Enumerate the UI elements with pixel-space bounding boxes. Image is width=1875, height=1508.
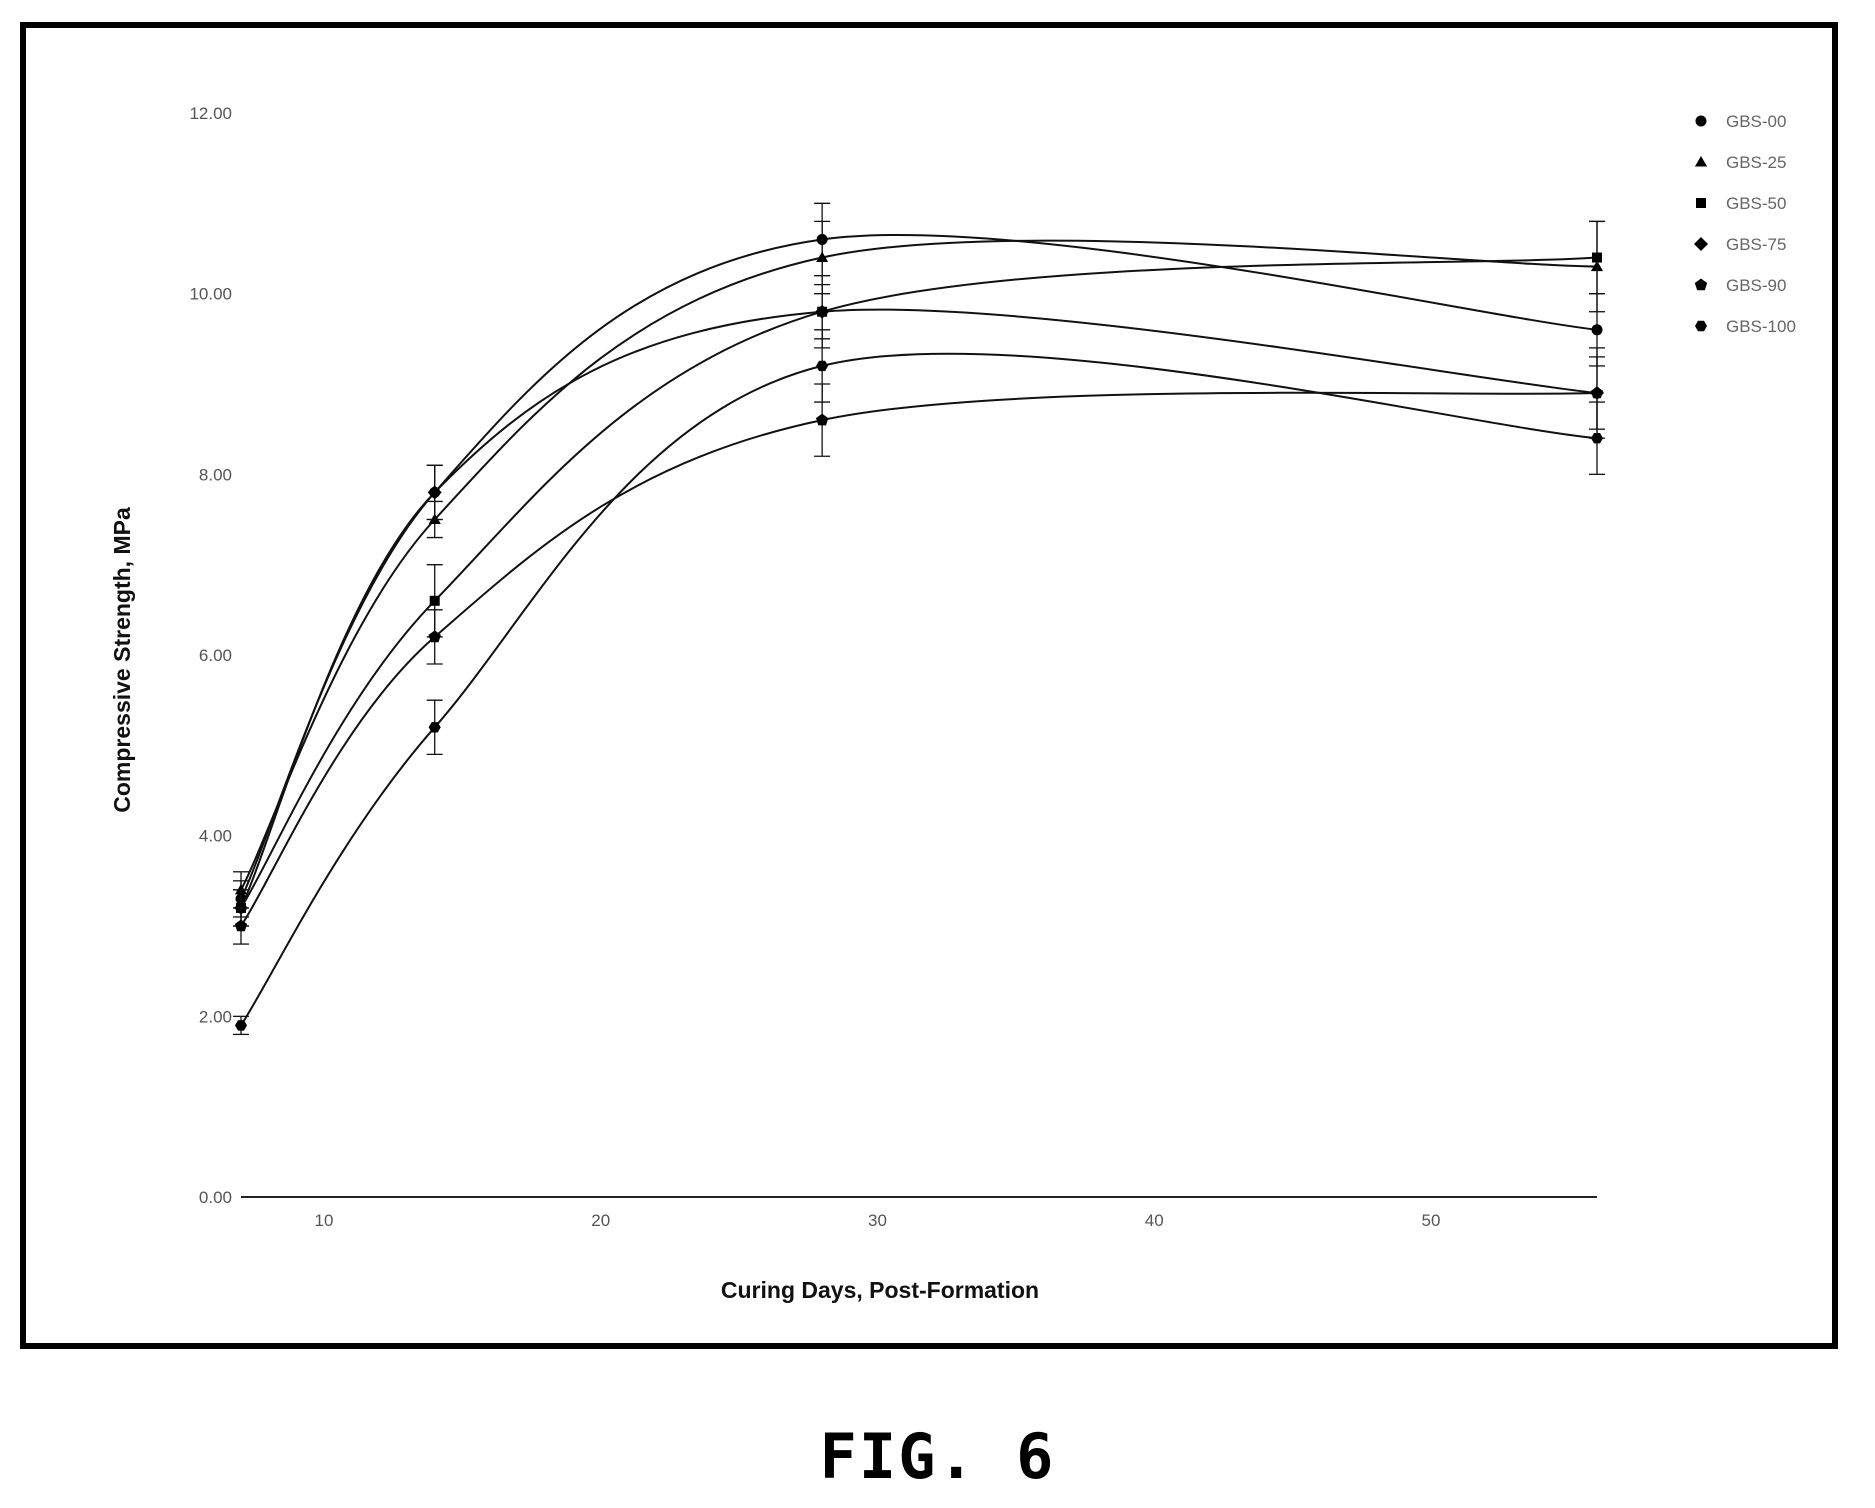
legend-label: GBS-100 — [1726, 317, 1796, 336]
y-tick-label: 8.00 — [199, 465, 232, 484]
data-point — [427, 485, 442, 500]
y-tick-label: 4.00 — [199, 827, 232, 846]
series-line — [240, 239, 1598, 891]
legend-item-gbs-75: GBS-75 — [1694, 235, 1786, 254]
series-group — [233, 202, 1605, 1036]
legend-label: GBS-75 — [1726, 235, 1786, 254]
legend-marker — [1695, 320, 1707, 332]
series-gbs-50 — [233, 220, 1605, 927]
data-point — [816, 413, 829, 426]
legend-marker — [1694, 237, 1708, 251]
legend-label: GBS-00 — [1726, 112, 1786, 131]
data-point — [234, 883, 248, 895]
legend-marker — [1694, 156, 1708, 167]
axes: 0.00 2.00 4.00 6.00 8.00 10.00 12.00 10 20 30 40 50 — [189, 104, 1597, 1230]
figure-caption: FIG. 6 — [819, 1420, 1056, 1493]
y-tick-label: 0.00 — [199, 1188, 232, 1207]
data-point — [816, 360, 829, 372]
data-point — [1591, 433, 1603, 444]
series-gbs-100 — [233, 329, 1605, 1036]
data-point — [234, 919, 248, 932]
series-line — [240, 256, 1598, 909]
data-point — [1592, 252, 1602, 263]
legend-item-gbs-00: GBS-00 — [1695, 112, 1786, 131]
legend-label: GBS-50 — [1726, 194, 1786, 213]
legend: GBS-00 GBS-25 GBS-50 GBS-75 GBS-90 GBS-100 — [1694, 112, 1796, 336]
x-tick-label: 20 — [591, 1211, 610, 1230]
legend-marker — [1695, 115, 1707, 127]
data-point — [815, 304, 830, 319]
y-tick-label: 2.00 — [199, 1007, 232, 1026]
y-tick-label: 10.00 — [189, 285, 232, 304]
legend-label: GBS-90 — [1726, 276, 1786, 295]
data-point — [816, 251, 829, 262]
y-tick-label: 6.00 — [199, 646, 232, 665]
legend-item-gbs-25: GBS-25 — [1694, 153, 1786, 172]
data-point — [428, 722, 441, 733]
x-tick-label: 10 — [315, 1211, 334, 1230]
x-axis-title: Curing Days, Post-Formation — [721, 1277, 1039, 1303]
x-tick-label: 40 — [1145, 1211, 1164, 1230]
data-point — [235, 1020, 247, 1031]
series-line — [240, 308, 1598, 909]
data-point — [429, 595, 440, 606]
legend-label: GBS-25 — [1726, 153, 1786, 172]
y-axis-title: Compressive Strength, MPa — [109, 507, 135, 813]
legend-marker — [1694, 278, 1708, 291]
x-tick-label: 50 — [1421, 1211, 1440, 1230]
series-line — [240, 352, 1598, 1026]
x-tick-label: 30 — [868, 1211, 887, 1230]
legend-marker — [1696, 198, 1706, 208]
legend-item-gbs-50: GBS-50 — [1696, 194, 1786, 213]
series-line — [240, 391, 1598, 927]
series-line — [240, 234, 1598, 900]
legend-item-gbs-100: GBS-100 — [1695, 317, 1796, 336]
series-gbs-90 — [233, 356, 1605, 945]
data-point — [1590, 386, 1604, 399]
data-point — [428, 630, 441, 643]
legend-item-gbs-90: GBS-90 — [1694, 276, 1786, 295]
data-point — [1591, 324, 1603, 336]
y-tick-label: 12.00 — [189, 104, 232, 123]
